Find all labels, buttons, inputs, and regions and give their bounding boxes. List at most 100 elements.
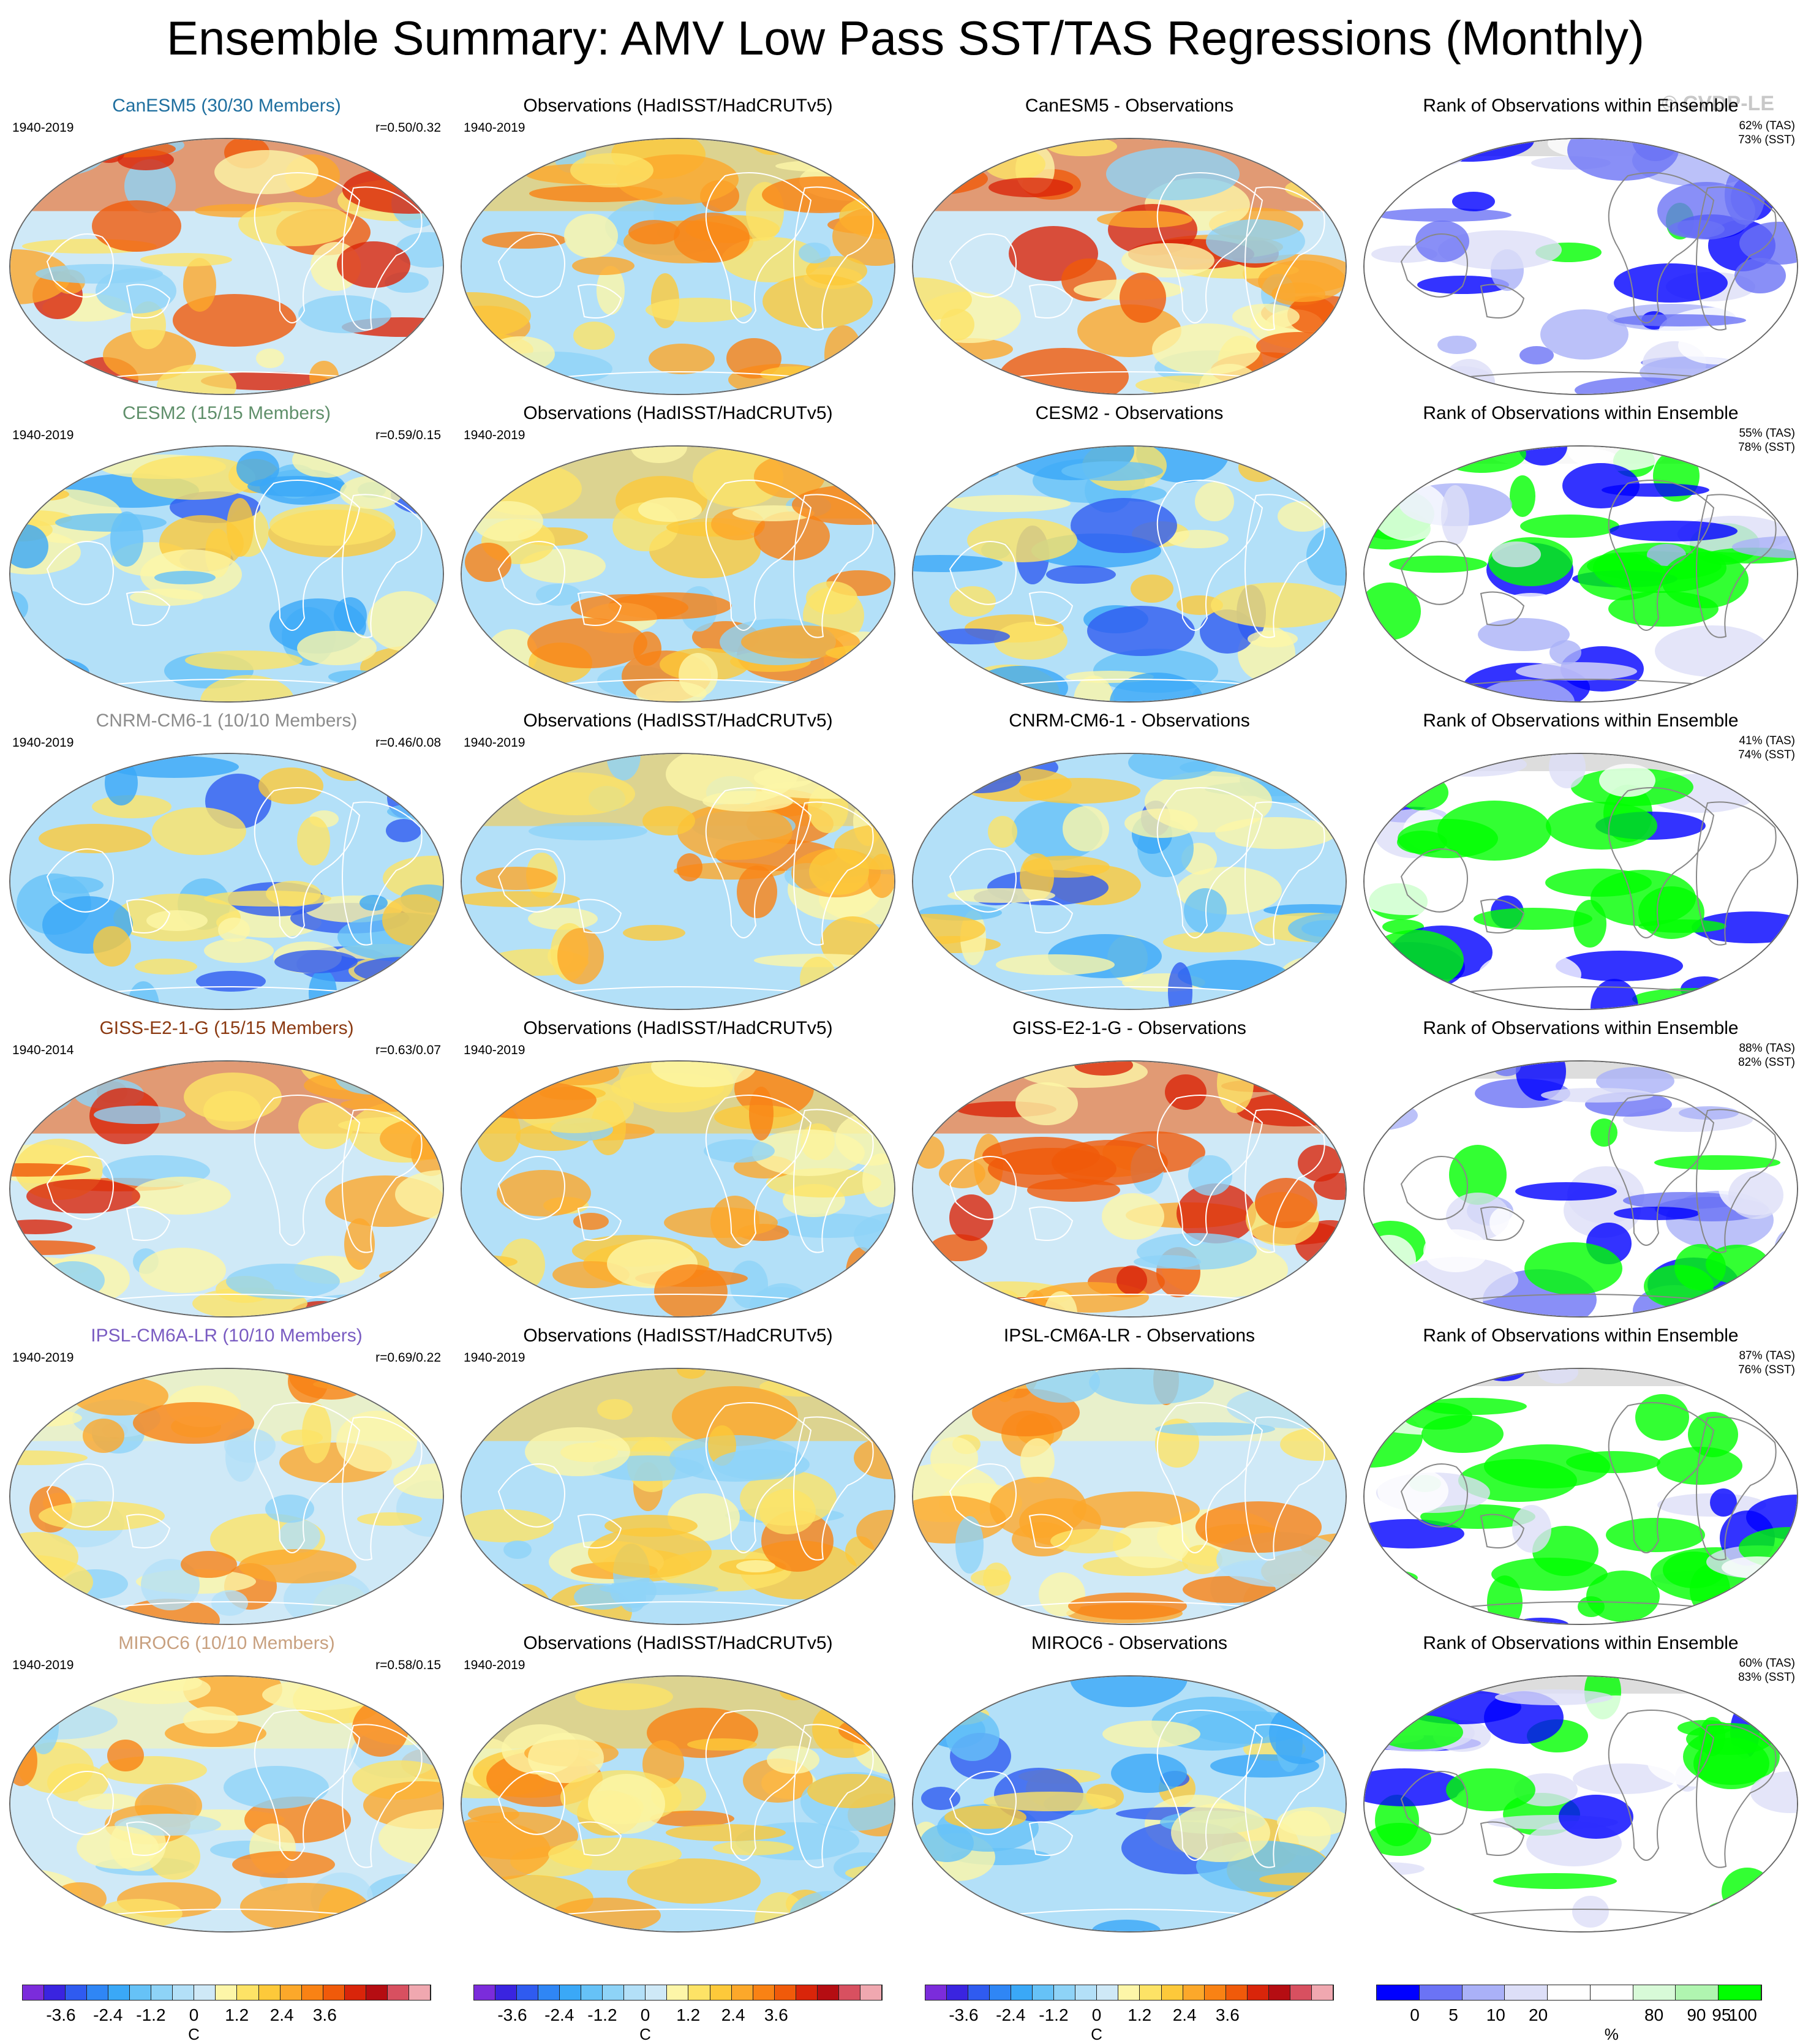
- colorbar-swatch: [538, 1985, 560, 2000]
- colorbar-swatch: [344, 1985, 366, 2000]
- colorbar-swatch: [517, 1985, 539, 2000]
- colorbar-tick-label: -1.2: [136, 2005, 166, 2024]
- colorbar-tick-label: 0: [1091, 2005, 1102, 2024]
- colorbar-swatch: [23, 1985, 45, 2000]
- colorbar-swatch: [258, 1985, 280, 2000]
- colorbar-swatch: [301, 1985, 323, 2000]
- colorbar-swatch: [1633, 1985, 1676, 2000]
- colorbar-tick-label: 0: [640, 2005, 650, 2024]
- panel-title: Rank of Observations within Ensemble: [1423, 1326, 1739, 1346]
- colorbar-tick-label: -2.4: [93, 2005, 123, 2024]
- colorbar-tick-label: 20: [1529, 2005, 1548, 2024]
- colorbar-swatch: [1033, 1985, 1055, 2000]
- colorbar-swatch: [1268, 1985, 1290, 2000]
- panel-title: CESM2 - Observations: [1035, 403, 1224, 423]
- colorbar-tick-label: -2.4: [544, 2005, 574, 2024]
- period-label: 1940-2014: [12, 1043, 74, 1057]
- panel-title: Rank of Observations within Ensemble: [1423, 1633, 1739, 1653]
- colorbar-tick-label: 0: [189, 2005, 199, 2024]
- colorbar-swatch: [667, 1985, 689, 2000]
- temperature-colorbar: -3.6 -2.4 -1.2 0 1.2 2.4 3.6 C: [473, 1985, 883, 2043]
- colorbar-swatch: [216, 1985, 238, 2000]
- panel-obs: Observations (HadISST/HadCRUTv5) 1940-201…: [451, 95, 905, 401]
- colorbar-swatch: [1590, 1985, 1633, 2000]
- colorbar-swatch: [796, 1985, 818, 2000]
- watermark: © CVDP-LE: [1662, 92, 1774, 115]
- period-label: 1940-2019: [464, 121, 525, 135]
- panel-title: CanESM5 (30/30 Members): [112, 96, 341, 116]
- world-map: [1363, 1060, 1798, 1318]
- rank-tas-label: 41% (TAS): [1739, 734, 1795, 747]
- panel-obs: Observations (HadISST/HadCRUTv5) 1940-201…: [451, 402, 905, 709]
- world-map: [9, 445, 444, 703]
- colorbar-swatch: [1183, 1985, 1205, 2000]
- colorbar-swatch: [1054, 1985, 1076, 2000]
- panel-diff: CNRM-CM6-1 - Observations: [903, 710, 1356, 1016]
- colorbar-tick-label: -3.6: [497, 2005, 527, 2024]
- panel-obs: Observations (HadISST/HadCRUTv5) 1940-201…: [451, 1632, 905, 1939]
- colorbar-swatch: [753, 1985, 775, 2000]
- colorbar-swatch: [710, 1985, 732, 2000]
- temperature-colorbar: -3.6 -2.4 -1.2 0 1.2 2.4 3.6 C: [22, 1985, 431, 2043]
- colorbar-swatch: [44, 1985, 66, 2000]
- panel-title: MIROC6 (10/10 Members): [118, 1633, 335, 1653]
- period-label: 1940-2019: [464, 736, 525, 750]
- colorbar-swatch: [108, 1985, 130, 2000]
- period-label: 1940-2019: [12, 1351, 74, 1365]
- panel-model: CESM2 (15/15 Members) 1940-2019 r=0.59/0.1…: [0, 402, 453, 709]
- rank-tas-label: 62% (TAS): [1739, 119, 1795, 132]
- colorbar-tick-label: 2.4: [721, 2005, 745, 2024]
- panel-title: Observations (HadISST/HadCRUTv5): [523, 1018, 833, 1038]
- world-map: [912, 1060, 1347, 1318]
- temperature-colorbar: -3.6 -2.4 -1.2 0 1.2 2.4 3.6 C: [925, 1985, 1334, 2043]
- panel-rank: Rank of Observations within Ensemble 88% …: [1354, 1017, 1807, 1324]
- colorbar-swatch: [581, 1985, 603, 2000]
- world-map: [9, 1060, 444, 1318]
- colorbar-swatch: [409, 1985, 431, 2000]
- world-map: [912, 445, 1347, 703]
- panel-rank: Rank of Observations within Ensemble 87% …: [1354, 1325, 1807, 1631]
- panel-title: GISS-E2-1-G (15/15 Members): [99, 1018, 354, 1038]
- world-map: [1363, 445, 1798, 703]
- colorbar-tick-label: -2.4: [996, 2005, 1026, 2024]
- colorbar-swatch: [1419, 1985, 1463, 2000]
- rank-tas-label: 60% (TAS): [1739, 1657, 1795, 1670]
- colorbar-swatch: [838, 1985, 860, 2000]
- panel-title: Observations (HadISST/HadCRUTv5): [523, 403, 833, 423]
- rank-sst-label: 74% (SST): [1738, 749, 1795, 761]
- rank-sst-label: 78% (SST): [1738, 441, 1795, 454]
- colorbar-swatch: [1204, 1985, 1226, 2000]
- world-map: [912, 753, 1347, 1010]
- colorbar-swatch: [646, 1985, 668, 2000]
- colorbar-swatch: [1161, 1985, 1183, 2000]
- correlation-label: r=0.46/0.08: [375, 736, 441, 750]
- rank-colorbar: 0 5 10 20 80 90 95 100%: [1376, 1985, 1785, 2043]
- colorbar-strip: [925, 1985, 1334, 2001]
- panel-title: CESM2 (15/15 Members): [122, 403, 331, 423]
- colorbar-swatch: [366, 1985, 388, 2000]
- panel-model: CNRM-CM6-1 (10/10 Members) 1940-2019 r=0.4…: [0, 710, 453, 1016]
- correlation-label: r=0.69/0.22: [375, 1351, 441, 1365]
- period-label: 1940-2019: [12, 121, 74, 135]
- colorbar-swatch: [130, 1985, 152, 2000]
- colorbar-tick-label: 2.4: [269, 2005, 294, 2024]
- colorbar-swatch: [990, 1985, 1012, 2000]
- panel-diff: IPSL-CM6A-LR - Observations: [903, 1325, 1356, 1631]
- colorbar-swatch: [947, 1985, 969, 2000]
- rank-tas-label: 55% (TAS): [1739, 427, 1795, 440]
- page-title: Ensemble Summary: AMV Low Pass SST/TAS R…: [166, 11, 1644, 65]
- period-label: 1940-2019: [12, 428, 74, 442]
- colorbar-tick-label: 10: [1486, 2005, 1505, 2024]
- colorbar-swatch: [817, 1985, 839, 2000]
- panel-title: Observations (HadISST/HadCRUTv5): [523, 96, 833, 116]
- world-map: [461, 138, 895, 395]
- panel-rank: Rank of Observations within Ensemble 60% …: [1354, 1632, 1807, 1939]
- panel-title: Rank of Observations within Ensemble: [1423, 711, 1739, 731]
- colorbar-unit-label: C: [188, 2025, 200, 2043]
- rank-sst-label: 82% (SST): [1738, 1056, 1795, 1069]
- colorbar-swatch: [688, 1985, 710, 2000]
- colorbar-swatch: [925, 1985, 947, 2000]
- world-map: [9, 753, 444, 1010]
- world-map: [1363, 1675, 1798, 1933]
- world-map: [9, 1675, 444, 1933]
